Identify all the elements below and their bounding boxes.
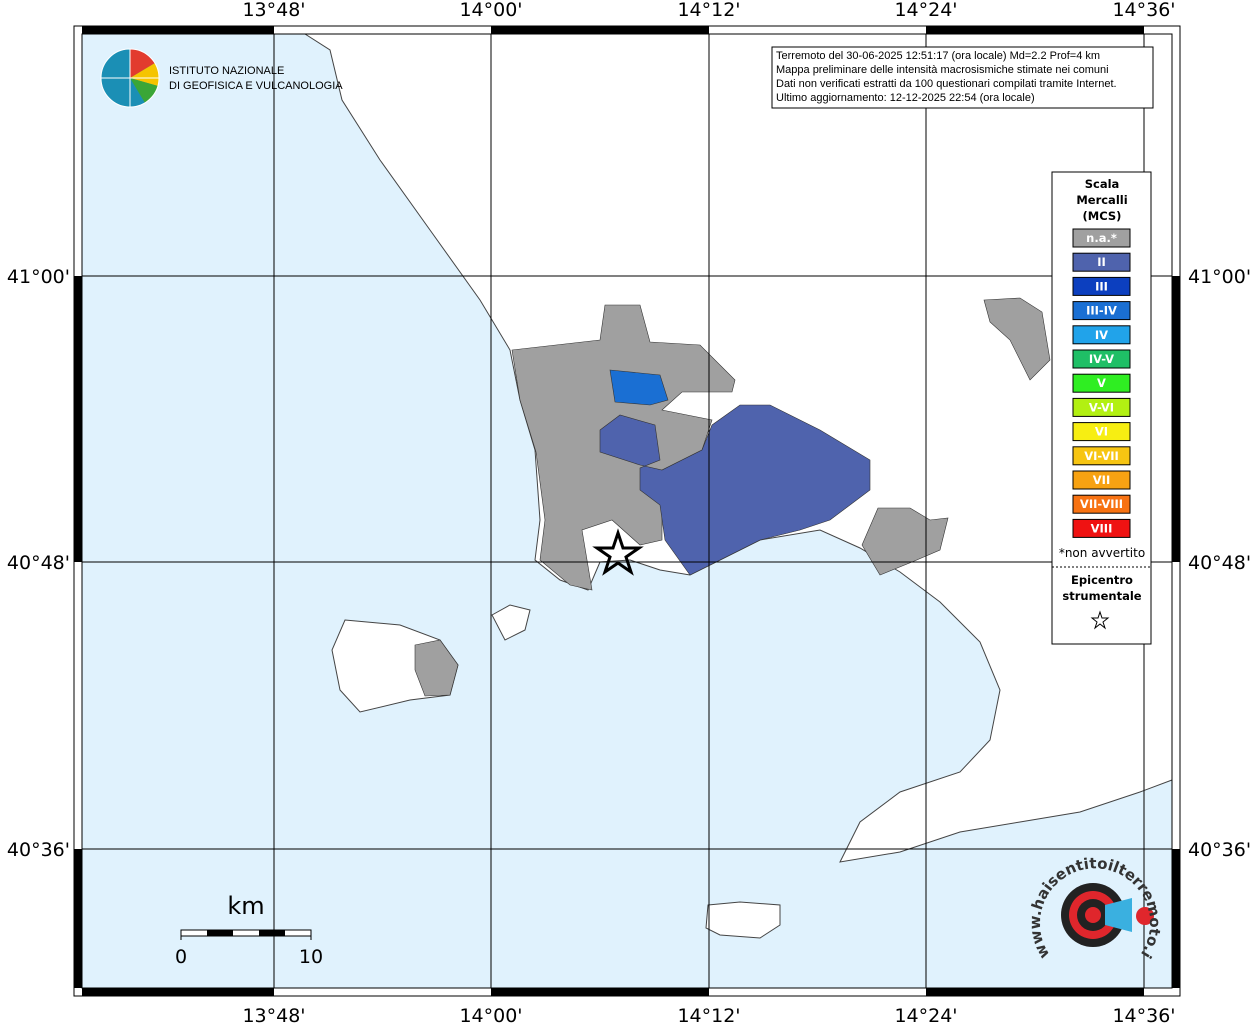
info-line: Terremoto del 30-06-2025 12:51:17 (ora l…: [776, 50, 1100, 62]
lon-label: 13°48': [242, 0, 305, 21]
commune-iii-iv: [609, 369, 669, 406]
island-procida: [491, 604, 531, 641]
scale-unit: km: [227, 892, 264, 920]
legend-swatch: [1072, 349, 1131, 369]
legend-title: (MCS): [1083, 209, 1122, 223]
legend-swatch: [1072, 276, 1131, 296]
logo-text: DI GEOFISICA E VULCANOLOGIA: [169, 80, 343, 92]
legend-label: III: [1095, 279, 1108, 293]
legend-swatch: [1072, 228, 1131, 248]
lon-label: 14°00': [459, 1005, 522, 1024]
scale-label: 10: [299, 946, 323, 968]
legend-label: IV: [1095, 328, 1108, 342]
legend-title: Mercalli: [1076, 193, 1127, 207]
info-box: [771, 46, 1154, 109]
legend-star: [1090, 610, 1110, 630]
lon-label: 14°36': [1112, 0, 1175, 21]
info-line: Dati non verificati estratti da 100 ques…: [776, 78, 1117, 90]
legend-label: II: [1097, 255, 1106, 269]
scale-bar: [180, 929, 312, 940]
lon-label: 14°00': [459, 0, 522, 21]
lon-label: 14°36': [1112, 1005, 1175, 1024]
logo: [100, 48, 160, 108]
legend-label: VI: [1095, 425, 1108, 439]
legend-swatch: [1072, 518, 1131, 538]
island-capri: [705, 901, 781, 939]
legend-swatch: [1072, 252, 1131, 272]
legend-label: V-VI: [1089, 400, 1114, 414]
lon-label: 14°24': [894, 0, 957, 21]
legend-label: V: [1097, 376, 1106, 390]
frame: [73, 25, 1181, 997]
legend-epicenter: Epicentro: [1071, 573, 1133, 587]
commune-na: [414, 639, 459, 697]
legend-swatch: [1072, 446, 1131, 466]
watermark-logo: [1061, 883, 1154, 947]
lat-label: 40°36': [1188, 839, 1251, 861]
legend-swatch: [1072, 397, 1131, 417]
legend-note: *non avvertito: [1059, 546, 1145, 560]
lat-label: 41°00': [1188, 266, 1251, 288]
legend-swatch: [1072, 373, 1131, 393]
legend-swatch: [1072, 422, 1131, 442]
legend-swatch: [1072, 325, 1131, 345]
legend-label: VII-VIII: [1080, 497, 1123, 511]
legend-title: Scala: [1085, 177, 1120, 191]
info-line: Ultimo aggiornamento: 12-12-2025 22:54 (…: [776, 92, 1035, 104]
commune-na: [983, 297, 1051, 381]
legend-swatch: [1072, 494, 1131, 514]
lon-label: 14°12': [677, 1005, 740, 1024]
legend-label: VIII: [1091, 521, 1113, 535]
legend-label: VII: [1093, 473, 1110, 487]
lat-label: 40°48': [7, 552, 70, 574]
legend-label: IV-V: [1089, 352, 1114, 366]
sea: [81, 33, 1173, 989]
lon-label: 13°48': [242, 1005, 305, 1024]
scale-label: 0: [175, 946, 187, 968]
lon-label: 14°24': [894, 1005, 957, 1024]
lat-label: 40°36': [7, 839, 70, 861]
legend-label: VI-VII: [1084, 449, 1119, 463]
legend-epicenter: strumentale: [1062, 589, 1141, 603]
logo-text: ISTITUTO NAZIONALE: [169, 65, 284, 77]
legend-label: III-IV: [1086, 304, 1117, 318]
legend-swatch: [1072, 470, 1131, 490]
epicenter: [592, 528, 644, 576]
legend-swatch: [1072, 301, 1131, 321]
lat-label: 41°00': [7, 266, 70, 288]
commune-ii: [599, 404, 871, 576]
lon-label: 14°12': [677, 0, 740, 21]
lat-label: 40°48': [1188, 552, 1251, 574]
legend-label: n.a.*: [1086, 231, 1117, 245]
info-line: Mappa preliminare delle intensità macros…: [776, 64, 1109, 76]
